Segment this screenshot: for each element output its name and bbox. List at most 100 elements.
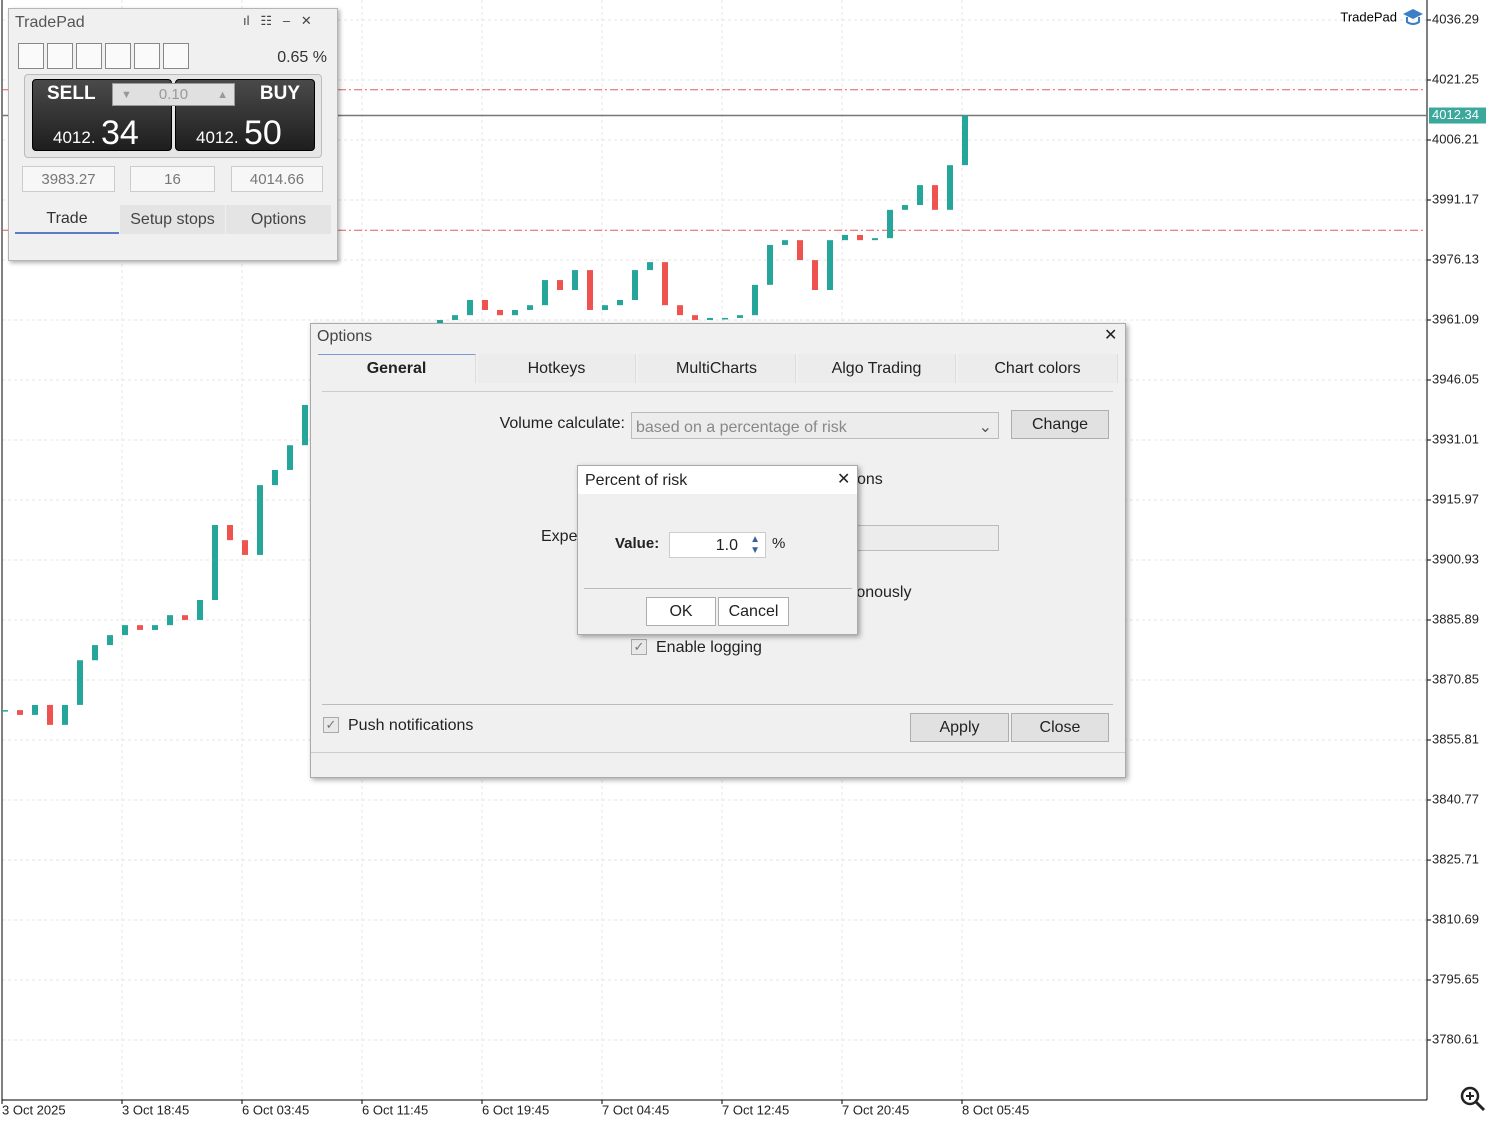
- tab[interactable]: MultiCharts: [638, 354, 796, 383]
- candle: [647, 262, 653, 271]
- toolbar: [18, 43, 206, 69]
- candle: [722, 317, 728, 320]
- candle: [482, 300, 488, 310]
- candle: [167, 615, 173, 626]
- separator: [584, 588, 852, 589]
- x-tick-label: 6 Oct 19:45: [482, 1102, 549, 1117]
- tp-field[interactable]: 4014.66: [231, 166, 323, 192]
- value-label: Value:: [615, 535, 660, 552]
- candle: [122, 625, 128, 636]
- y-tick-label: 3810.69: [1432, 911, 1479, 926]
- y-tick-label: 4036.29: [1432, 11, 1479, 26]
- watermark: TradePad: [1340, 9, 1397, 24]
- panel-icons[interactable]: ıl ☷ – ✕: [243, 13, 312, 28]
- apply-button[interactable]: Apply: [910, 713, 1009, 742]
- candle: [92, 645, 98, 661]
- volume-value: 0.10: [158, 86, 189, 103]
- y-tick-label: 3825.71: [1432, 852, 1479, 867]
- partial-text: ronously: [851, 584, 912, 601]
- y-tick-label: 3991.17: [1432, 191, 1479, 206]
- close-button[interactable]: Close: [1011, 713, 1109, 742]
- tab-trade[interactable]: Trade: [15, 205, 119, 234]
- spinner[interactable]: ▲ ▼: [750, 534, 760, 556]
- tab-label: MultiCharts: [676, 359, 757, 377]
- candle: [182, 615, 188, 620]
- tab-label: Algo Trading: [831, 359, 922, 377]
- candle: [887, 209, 893, 239]
- y-tick-label: 3870.85: [1432, 671, 1479, 686]
- candle: [842, 234, 848, 241]
- candle: [632, 270, 638, 301]
- candle: [542, 280, 548, 306]
- options-close-x[interactable]: ✕: [1104, 327, 1118, 344]
- candle: [737, 315, 743, 318]
- tab-label: Options: [250, 210, 307, 228]
- tab[interactable]: Hotkeys: [478, 354, 636, 383]
- tab-general[interactable]: General: [318, 354, 476, 383]
- tool-button[interactable]: [105, 43, 131, 69]
- candle: [212, 525, 218, 601]
- volume-input[interactable]: ▼ 0.10 ▲: [112, 83, 235, 106]
- tab-options[interactable]: Options: [226, 205, 331, 234]
- risk-percent: 0.65 %: [277, 49, 327, 66]
- tab-setup-stops[interactable]: Setup stops: [120, 205, 225, 234]
- tool-button[interactable]: [47, 43, 73, 69]
- spread-field[interactable]: 16: [130, 166, 215, 192]
- candle: [2, 710, 8, 712]
- logging-checkbox[interactable]: ✓: [631, 639, 647, 655]
- y-tick-label: 4021.25: [1432, 71, 1479, 86]
- volume-calc-label: Volume calculate:: [499, 415, 625, 432]
- candle: [932, 185, 938, 210]
- candle: [677, 305, 683, 316]
- sell-button[interactable]: SELL 4012. 34: [32, 79, 172, 151]
- risk-title: Percent of risk: [585, 472, 688, 489]
- x-tick-label: 7 Oct 04:45: [602, 1102, 669, 1117]
- push-label: Push notifications: [348, 717, 474, 734]
- candle: [17, 710, 23, 715]
- ok-button[interactable]: OK: [646, 597, 716, 626]
- candle: [257, 485, 263, 555]
- button-label: Apply: [939, 718, 980, 736]
- y-tick-label: 3885.89: [1432, 611, 1479, 626]
- watermark-icon: [1403, 9, 1423, 25]
- sl-field[interactable]: 3983.27: [22, 166, 115, 192]
- x-tick-label: 6 Oct 03:45: [242, 1102, 309, 1117]
- candle: [962, 115, 968, 166]
- change-button[interactable]: Change: [1011, 410, 1109, 439]
- y-tick-label: 3915.97: [1432, 491, 1479, 506]
- separator: [322, 391, 1113, 392]
- y-tick-label: 3946.05: [1432, 371, 1479, 386]
- candle: [77, 660, 83, 705]
- sl-value: 3983.27: [41, 170, 96, 188]
- candle: [467, 300, 473, 316]
- x-tick-label: 7 Oct 12:45: [722, 1102, 789, 1117]
- tab[interactable]: Chart colors: [958, 354, 1118, 383]
- candle: [617, 300, 623, 306]
- tool-button[interactable]: [134, 43, 160, 69]
- input-field[interactable]: [857, 525, 999, 551]
- risk-dialog: Percent of risk ✕ Value: 1.0 ▲ ▼ % OK Can…: [577, 465, 858, 635]
- sell-label: SELL: [47, 83, 96, 104]
- volume-dropdown[interactable]: based on a percentage of risk ⌄: [631, 412, 999, 439]
- candle: [857, 234, 863, 241]
- risk-close-x[interactable]: ✕: [837, 471, 851, 488]
- tab[interactable]: Algo Trading: [798, 354, 956, 383]
- cancel-button[interactable]: Cancel: [718, 597, 789, 626]
- tool-button[interactable]: [163, 43, 189, 69]
- tool-button[interactable]: [18, 43, 44, 69]
- candle: [302, 404, 308, 446]
- candle: [587, 270, 593, 310]
- tradepad-title: TradePad: [15, 14, 85, 31]
- candle: [797, 240, 803, 261]
- candle: [287, 445, 293, 470]
- candle: [692, 315, 698, 320]
- ask-small: 50: [244, 114, 282, 152]
- value-input[interactable]: 1.0 ▲ ▼: [669, 532, 766, 558]
- x-tick-label: 6 Oct 11:45: [362, 1102, 428, 1117]
- candle: [812, 260, 818, 291]
- tool-button[interactable]: [76, 43, 102, 69]
- separator: [311, 752, 1125, 753]
- push-checkbox[interactable]: ✓: [323, 717, 339, 733]
- risk-titlebar: [578, 466, 857, 494]
